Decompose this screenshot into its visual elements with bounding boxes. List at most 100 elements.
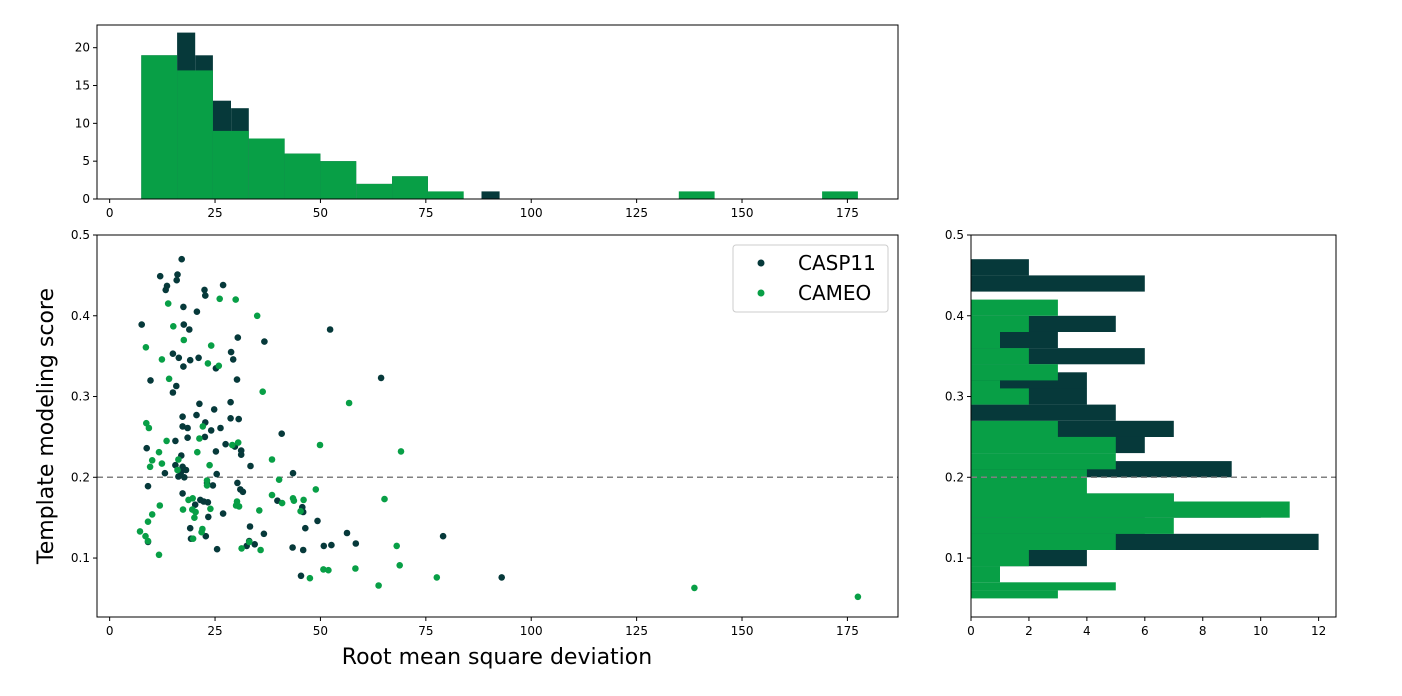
right-hist-bar-cameo [971, 388, 1029, 405]
scatter-point-cameo [300, 496, 307, 504]
top-y-tick-label: 15 [75, 79, 90, 93]
scatter-point-casp11 [178, 255, 185, 263]
scatter-point-casp11 [314, 517, 321, 525]
scatter-point-casp11 [201, 433, 209, 441]
scatter-point-casp11 [147, 377, 154, 384]
scatter-point-cameo [144, 518, 152, 525]
scatter-point-cameo [170, 323, 177, 330]
scatter-point-casp11 [193, 308, 201, 316]
scatter-point-cameo [316, 441, 324, 449]
scatter-point-casp11 [201, 286, 208, 294]
scatter-point-cameo [198, 528, 205, 536]
scatter-point-casp11 [222, 440, 229, 448]
scatter-point-casp11 [174, 271, 181, 278]
right-y-tick-label: 0.3 [945, 390, 964, 404]
scatter-point-cameo [381, 495, 388, 503]
scatter-point-casp11 [217, 424, 224, 432]
scatter-point-casp11 [172, 437, 179, 445]
scatter-point-casp11 [204, 499, 212, 506]
scatter-y-tick-label: 0.3 [71, 390, 90, 404]
scatter-point-casp11 [209, 482, 217, 489]
scatter-point-casp11 [219, 510, 227, 517]
scatter-point-casp11 [439, 532, 447, 540]
scatter-point-cameo [306, 574, 314, 582]
scatter-point-casp11 [343, 529, 351, 537]
scatter-x-ticks: 0 25 50 75 100 125 150 175 [106, 617, 859, 638]
scatter-point-casp11 [175, 473, 182, 480]
scatter-point-cameo [397, 448, 405, 455]
scatter-point-casp11 [138, 321, 145, 328]
right-hist-bar-cameo [971, 493, 1174, 502]
top-hist-bar-casp11 [481, 191, 500, 199]
scatter-point-cameo [235, 503, 243, 510]
scatter-point-casp11 [261, 338, 268, 345]
right-hist-bar-cameo [971, 501, 1290, 518]
scatter-x-tick-label: 75 [418, 624, 433, 638]
scatter-point-casp11 [210, 406, 218, 413]
scatter-point-cameo [215, 362, 223, 370]
scatter-point-cameo [297, 507, 304, 515]
scatter-point-casp11 [213, 545, 221, 553]
scatter-point-casp11 [180, 321, 188, 328]
scatter-point-casp11 [213, 470, 220, 478]
scatter-point-casp11 [207, 427, 215, 434]
scatter-point-cameo [148, 457, 156, 464]
top-y-tick-label: 0 [82, 192, 90, 206]
scatter-point-cameo [352, 565, 359, 572]
top-x-tick-label: 125 [625, 206, 648, 220]
scatter-point-casp11 [186, 356, 194, 364]
scatter-point-cameo [145, 424, 153, 432]
scatter-point-cameo [255, 507, 263, 514]
scatter-point-casp11 [227, 415, 234, 422]
scatter-point-casp11 [173, 276, 180, 284]
scatter-point-casp11 [233, 376, 241, 383]
right-histogram-x-ticks: 0 2 4 6 8 10 12 [967, 617, 1326, 638]
right-x-tick-label: 10 [1253, 624, 1268, 638]
right-hist-bar-cameo [971, 550, 1029, 567]
scatter-point-cameo [216, 295, 223, 303]
scatter-point-casp11 [175, 354, 183, 362]
scatter-point-cameo [163, 437, 170, 445]
top-x-tick-label: 25 [207, 206, 222, 220]
scatter-point-casp11 [234, 334, 242, 341]
right-x-tick-label: 12 [1311, 624, 1326, 638]
right-y-tick-label: 0.2 [945, 470, 964, 484]
scatter-point-casp11 [326, 326, 334, 333]
scatter-x-tick-label: 25 [207, 624, 222, 638]
scatter-point-casp11 [180, 303, 187, 311]
scatter-point-casp11 [180, 363, 187, 370]
top-x-tick-label: 175 [836, 206, 859, 220]
top-hist-bar-cameo [212, 130, 249, 199]
right-histogram-bars [971, 259, 1319, 599]
scatter-point-cameo [192, 508, 199, 516]
scatter-point-cameo [158, 356, 166, 363]
top-y-tick-label: 10 [75, 116, 90, 130]
right-hist-bar-casp11 [971, 275, 1145, 292]
scatter-point-cameo [194, 448, 201, 456]
scatter-point-cameo [189, 535, 197, 542]
top-histogram-bars [141, 32, 858, 200]
scatter-point-casp11 [179, 490, 186, 497]
scatter-point-casp11 [235, 415, 242, 423]
scatter-point-casp11 [299, 546, 307, 554]
top-y-tick-label: 20 [75, 41, 90, 55]
scatter-point-cameo [234, 439, 242, 446]
scatter-point-casp11 [179, 423, 186, 430]
scatter-point-casp11 [169, 389, 177, 396]
scatter-point-casp11 [156, 272, 164, 280]
scatter-point-casp11 [227, 348, 235, 356]
right-hist-bar-casp11 [971, 404, 1116, 421]
scatter-point-cameo [203, 477, 211, 484]
top-hist-bar-cameo [678, 191, 715, 199]
scatter-point-cameo [206, 461, 213, 469]
right-hist-bar-cameo [971, 315, 1029, 332]
scatter-point-casp11 [246, 523, 254, 530]
scatter-point-casp11 [144, 482, 152, 490]
top-hist-bar-cameo [284, 153, 321, 199]
right-hist-bar-cameo [971, 420, 1058, 437]
scatter-point-casp11 [212, 448, 220, 455]
scatter-point-casp11 [328, 541, 335, 549]
scatter-point-casp11 [196, 400, 203, 408]
top-x-tick-label: 75 [418, 206, 433, 220]
scatter-point-casp11 [202, 532, 210, 540]
